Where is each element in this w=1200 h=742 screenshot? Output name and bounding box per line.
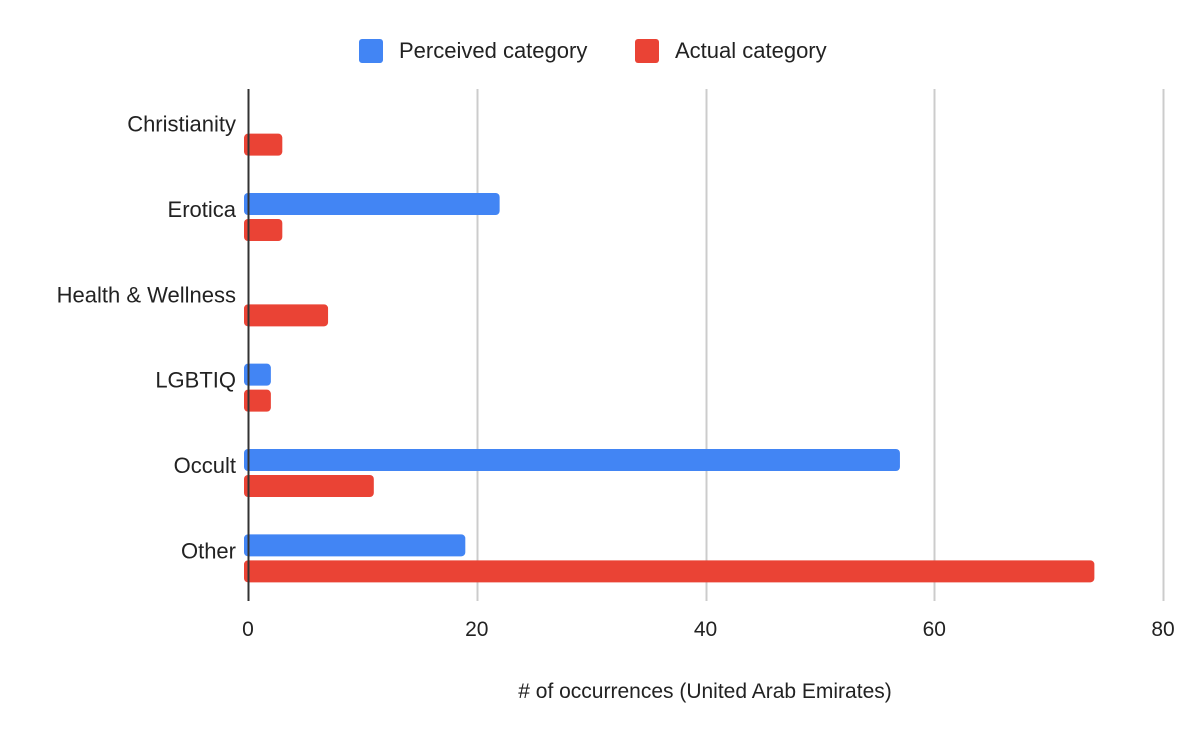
category-label: Occult [174,453,236,478]
category-label: LGBTIQ [155,368,236,393]
legend-label-perceived: Perceived category [399,38,587,63]
actual-bar [244,219,283,241]
perceived-bar [244,193,500,215]
category-label: Health & Wellness [57,282,236,307]
legend-swatch-actual [635,39,659,63]
gridlines [476,89,1165,601]
bars [244,133,1095,583]
category-label: Christianity [127,112,236,137]
category-label: Other [181,538,236,563]
category-label: Erotica [168,197,237,222]
legend: Perceived category Actual category [359,38,827,63]
x-axis-title: # of occurrences (United Arab Emirates) [518,680,892,703]
actual-bar [244,560,1095,583]
x-tick-labels: 0 20 40 60 80 [242,618,1175,641]
x-tick-label: 60 [923,618,946,641]
perceived-bar [244,534,466,557]
actual-bar [244,389,271,412]
category-labels: Christianity Erotica Health & Wellness LGBT… [57,112,237,564]
perceived-bar [244,449,900,471]
legend-label-actual: Actual category [675,38,827,63]
legend-swatch-perceived [359,39,383,63]
x-tick-label: 80 [1151,618,1174,641]
x-tick-label: 40 [694,618,717,641]
perceived-bar [244,363,271,386]
actual-bar [244,133,283,156]
actual-bar [244,304,329,327]
actual-bar [244,475,374,497]
x-tick-label: 0 [242,618,254,641]
x-tick-label: 20 [465,618,488,641]
